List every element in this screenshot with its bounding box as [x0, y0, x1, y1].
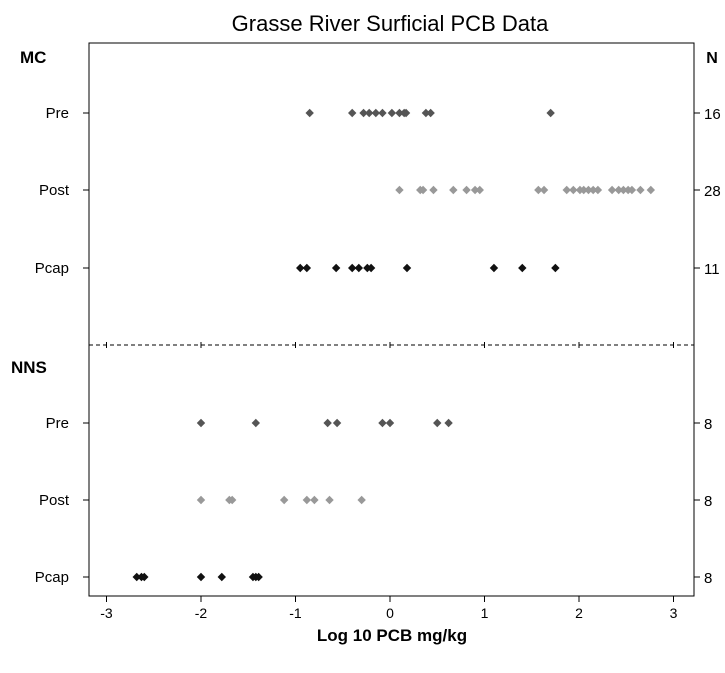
n-column-header: N: [706, 50, 718, 67]
data-point: [354, 263, 364, 273]
x-tick-label: 0: [386, 605, 394, 621]
data-point: [636, 185, 645, 195]
data-point: [569, 185, 578, 195]
data-point: [325, 495, 334, 505]
data-point: [534, 185, 543, 195]
data-point: [251, 418, 261, 428]
data-point: [562, 185, 571, 195]
data-point: [579, 185, 588, 195]
data-point: [421, 108, 431, 118]
data-point: [475, 185, 484, 195]
data-point: [433, 418, 442, 428]
data-point: [196, 418, 206, 428]
data-point: [331, 263, 341, 273]
data-point: [607, 185, 617, 195]
data-point: [359, 108, 368, 118]
data-point: [646, 185, 656, 195]
data-point: [348, 108, 357, 118]
data-point: [378, 418, 387, 428]
y-tick-label: Post: [39, 182, 70, 199]
data-point: [132, 572, 141, 582]
x-tick-label: -1: [289, 605, 302, 621]
data-point: [332, 418, 342, 428]
panel-label-nns: NNS: [11, 358, 47, 377]
n-count-label: 11: [704, 261, 720, 278]
data-point: [470, 185, 480, 195]
data-point: [310, 495, 319, 505]
data-point: [429, 185, 438, 195]
data-point: [385, 418, 395, 428]
y-tick-label: Post: [39, 492, 70, 509]
data-point: [546, 108, 555, 118]
data-point: [366, 263, 376, 273]
plot-frame: [88, 42, 695, 597]
data-point: [462, 185, 471, 195]
data-point: [323, 418, 332, 428]
data-point: [593, 185, 603, 195]
data-point: [619, 185, 628, 195]
data-point: [402, 263, 412, 273]
data-point: [302, 263, 312, 273]
data-point: [401, 108, 411, 118]
data-point: [627, 185, 637, 195]
data-point: [395, 185, 404, 195]
data-point: [584, 185, 593, 195]
x-axis-label: Log 10 PCB mg/kg: [317, 626, 467, 645]
data-point: [395, 108, 404, 118]
data-point: [588, 185, 598, 195]
data-point: [551, 263, 560, 273]
data-point: [426, 108, 435, 118]
data-point: [387, 108, 397, 118]
data-point: [305, 108, 314, 118]
data-point: [279, 495, 289, 505]
y-tick-label: Pcap: [35, 569, 69, 586]
x-tick-label: -3: [100, 605, 113, 621]
y-tick-label: Pre: [46, 105, 69, 122]
n-count-label: 8: [704, 493, 712, 510]
data-point: [449, 185, 458, 195]
data-point: [539, 185, 549, 195]
data-point: [196, 572, 206, 582]
data-point: [365, 108, 374, 118]
n-count-label: 16: [704, 106, 721, 123]
panel-label-mc: MC: [20, 48, 46, 67]
n-count-label: 8: [704, 416, 712, 433]
data-point: [217, 572, 226, 582]
data-point: [348, 263, 357, 273]
data-point: [418, 185, 428, 195]
data-point: [302, 495, 312, 505]
data-point: [518, 263, 527, 273]
chart-title: Grasse River Surficial PCB Data: [232, 11, 549, 36]
data-point: [371, 108, 381, 118]
data-point: [614, 185, 623, 195]
data-point: [140, 572, 149, 582]
data-point: [196, 495, 206, 505]
y-tick-label: Pcap: [35, 260, 69, 277]
x-tick-label: 1: [481, 605, 489, 621]
data-point: [489, 263, 499, 273]
x-tick-label: 3: [670, 605, 678, 621]
data-point: [378, 108, 387, 118]
data-point: [254, 572, 263, 582]
data-point: [444, 418, 453, 428]
data-point: [227, 495, 237, 505]
y-tick-label: Pre: [46, 415, 69, 432]
data-point: [357, 495, 366, 505]
n-count-label: 8: [704, 570, 712, 587]
n-count-label: 28: [704, 183, 721, 200]
x-tick-label: -2: [195, 605, 208, 621]
chart-marks: -3 -2 -1 0 1 2 3 Pre 16 Post 28 Pcap 11 Pre 8 Post 8 Pcap…: [35, 105, 721, 621]
x-tick-label: 2: [575, 605, 583, 621]
data-point: [296, 263, 305, 273]
